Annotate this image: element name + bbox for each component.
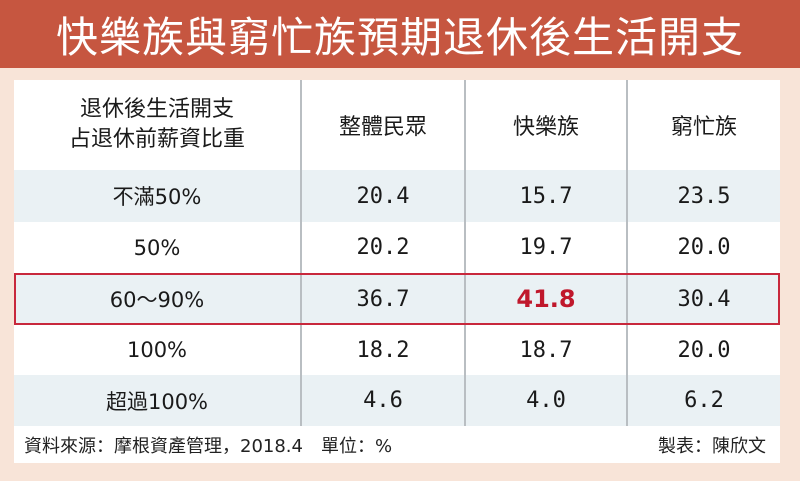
table-row: 50% 20.2 19.7 20.0 <box>14 222 780 273</box>
credit-note: 製表：陳欣文 <box>658 435 766 457</box>
header-overall: 整體民眾 <box>300 80 464 170</box>
header-category-line2: 占退休前薪資比重 <box>68 127 245 152</box>
row-label: 100% <box>126 338 188 362</box>
row-label: 60～90% <box>109 288 205 312</box>
footer: 資料來源：摩根資產管理，2018.4 單位：% 製表：陳欣文 <box>14 426 780 463</box>
value-happy: 4.0 <box>464 375 626 426</box>
row-label: 不滿50% <box>112 185 202 209</box>
table-header: 退休後生活開支 占退休前薪資比重 整體民眾 快樂族 窮忙族 <box>14 80 780 170</box>
row-label: 超過100% <box>105 389 209 414</box>
value-happy: 18.7 <box>464 325 626 375</box>
table-row-highlighted: 60～90% 36.7 41.8 30.4 <box>14 273 780 325</box>
value-overall: 4.6 <box>300 375 464 426</box>
value-busy-poor: 6.2 <box>626 375 780 426</box>
value-busy-poor: 30.4 <box>626 273 780 325</box>
table-row: 100% 18.2 18.7 20.0 <box>14 325 780 375</box>
source-note: 資料來源：摩根資產管理，2018.4 單位：% <box>24 435 393 457</box>
value-overall: 18.2 <box>300 325 464 375</box>
value-happy-highlight: 41.8 <box>464 273 626 325</box>
value-happy: 15.7 <box>464 170 626 222</box>
value-busy-poor: 20.0 <box>626 222 780 273</box>
value-overall: 20.2 <box>300 222 464 273</box>
value-happy: 19.7 <box>464 222 626 273</box>
table-row: 不滿50% 20.4 15.7 23.5 <box>14 170 780 222</box>
data-table: 退休後生活開支 占退休前薪資比重 整體民眾 快樂族 窮忙族 不滿50% 20.4… <box>14 80 780 463</box>
header-category: 退休後生活開支 占退休前薪資比重 <box>14 80 300 170</box>
row-label: 50% <box>133 235 181 260</box>
header-busy-poor: 窮忙族 <box>626 80 780 170</box>
chart-title: 快樂族與窮忙族預期退休後生活開支 <box>0 0 800 68</box>
value-busy-poor: 23.5 <box>626 170 780 222</box>
header-category-line1: 退休後生活開支 <box>79 97 234 122</box>
value-overall: 20.4 <box>300 170 464 222</box>
header-happy: 快樂族 <box>464 80 626 170</box>
value-busy-poor: 20.0 <box>626 325 780 375</box>
table-row: 超過100% 4.6 4.0 6.2 <box>14 375 780 426</box>
value-overall: 36.7 <box>300 273 464 325</box>
